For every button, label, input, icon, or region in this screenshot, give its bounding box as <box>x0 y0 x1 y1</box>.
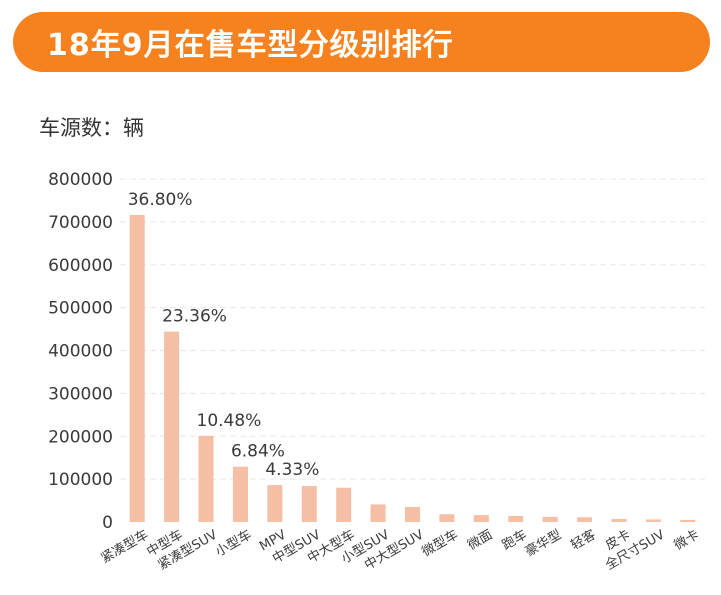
x-tick-label: 小型车 <box>213 527 255 560</box>
y-tick-label: 100000 <box>48 470 113 490</box>
y-tick-label: 600000 <box>48 256 113 276</box>
x-tick-label: 微卡 <box>672 527 702 553</box>
bar <box>577 517 593 522</box>
bar <box>198 435 214 522</box>
bar <box>129 215 145 522</box>
unit-label: 车源数：辆 <box>39 116 144 140</box>
bar <box>473 515 489 522</box>
y-tick-label: 200000 <box>48 427 113 447</box>
data-label: 10.48% <box>197 411 262 431</box>
x-tick-label: 微型车 <box>419 527 461 560</box>
bar <box>439 514 455 522</box>
bar <box>370 504 386 522</box>
bar <box>336 487 352 522</box>
x-tick-label: 轻客 <box>568 527 599 554</box>
bar <box>301 485 317 522</box>
chart-title: 18年9月在售车型分级别排行 <box>47 28 454 63</box>
y-tick-label: 0 <box>102 513 113 533</box>
bar <box>611 518 627 522</box>
y-tick-label: 500000 <box>48 299 113 319</box>
bar <box>508 515 524 522</box>
bar <box>680 519 696 522</box>
y-tick-label: 700000 <box>48 213 113 233</box>
data-label: 36.80% <box>128 190 193 210</box>
data-label: 23.36% <box>162 307 227 327</box>
data-label: 4.33% <box>265 460 319 480</box>
y-tick-label: 800000 <box>48 170 113 190</box>
y-tick-label: 400000 <box>48 342 113 362</box>
bar <box>542 516 558 522</box>
bar <box>645 519 661 522</box>
bar <box>405 506 420 522</box>
bar <box>267 485 283 522</box>
data-label: 6.84% <box>231 442 285 462</box>
y-tick-label: 300000 <box>48 384 113 404</box>
x-tick-label: 微面 <box>465 527 495 553</box>
bar <box>232 466 248 522</box>
title-banner: 18年9月在售车型分级别排行 <box>13 12 710 72</box>
x-tick-label: 豪华型 <box>522 527 564 560</box>
bar <box>164 331 180 522</box>
